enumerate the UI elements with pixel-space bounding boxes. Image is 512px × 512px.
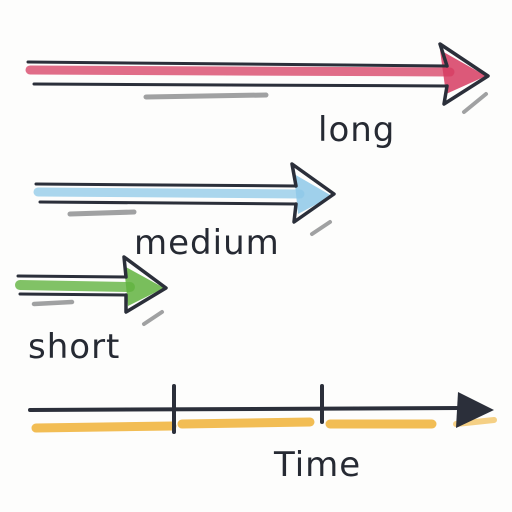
timeline-axis: Time xyxy=(28,384,497,485)
long-arrow: long xyxy=(25,42,490,150)
short-label: short xyxy=(28,327,120,367)
long-label: long xyxy=(318,110,395,150)
medium-label: medium xyxy=(134,223,280,263)
medium-arrow: medium xyxy=(33,162,336,263)
time-label: Time xyxy=(273,445,361,485)
short-arrow: short xyxy=(15,255,168,367)
